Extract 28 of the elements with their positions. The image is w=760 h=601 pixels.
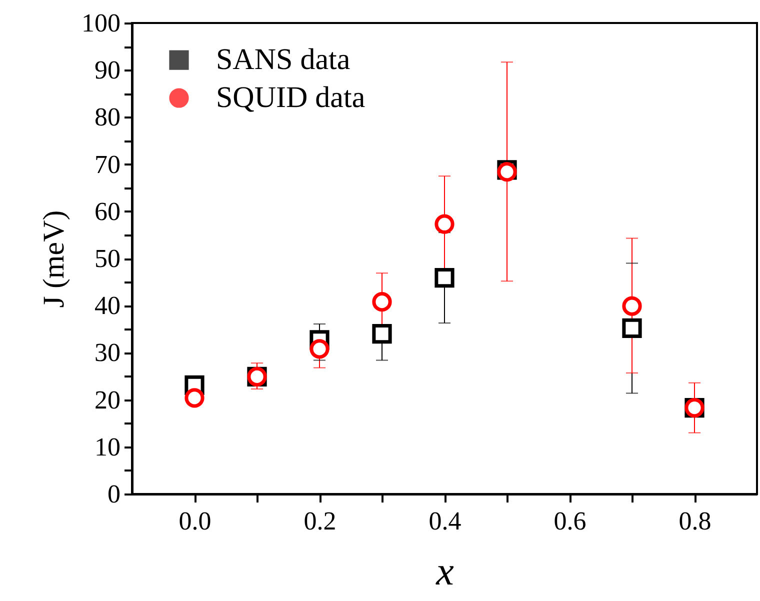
y-tick-label: 70 — [94, 150, 120, 179]
point — [372, 324, 392, 344]
y-axis-title: J (meV) — [38, 210, 70, 308]
x-tick-label: 0.6 — [554, 506, 586, 536]
point — [434, 268, 454, 288]
y-tick-label: 90 — [94, 56, 120, 85]
x-axis-title: x — [435, 548, 454, 594]
legend-label: SANS data — [216, 43, 350, 76]
y-tick-label: 20 — [94, 385, 120, 414]
y-tick-label: 80 — [94, 102, 120, 132]
point — [622, 318, 642, 338]
y-tick-label: 30 — [94, 338, 120, 368]
point — [184, 388, 204, 408]
y-tick-label: 10 — [94, 432, 120, 462]
y-tick-label: 60 — [94, 196, 120, 226]
point — [434, 214, 454, 234]
x-tick-label: 0.2 — [304, 506, 336, 536]
x-tick-label: 0.0 — [178, 506, 212, 536]
y-tick-label: 50 — [94, 244, 120, 273]
point — [310, 339, 330, 359]
point — [372, 292, 392, 312]
point — [622, 296, 642, 316]
x-tick-label: 0.4 — [428, 506, 462, 536]
y-tick-label: 40 — [94, 291, 120, 320]
legend-label: SQUID data — [216, 81, 366, 114]
y-tick-label: 100 — [82, 8, 120, 38]
x-tick-label: 0.8 — [678, 506, 712, 536]
y-tick-label: 0 — [108, 480, 120, 508]
